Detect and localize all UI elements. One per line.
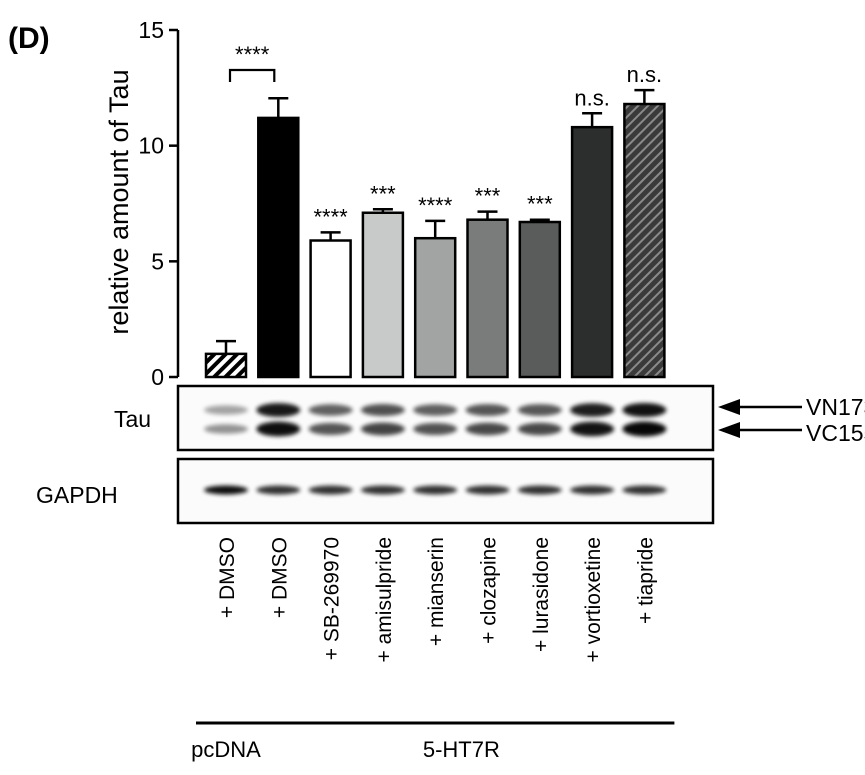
significance-label: ****	[313, 204, 348, 229]
tau-band-lower	[622, 421, 667, 437]
lane-label: + vortioxetine	[582, 537, 605, 663]
gapdh-band	[256, 485, 301, 495]
gapdh-band	[360, 485, 405, 495]
tau-band-lower	[360, 422, 405, 436]
panel-label: (D)	[8, 22, 50, 55]
gapdh-bands	[204, 485, 667, 495]
band-arrow-lower	[718, 422, 802, 438]
band-label-lower: VC155	[806, 420, 865, 446]
bar	[361, 211, 405, 379]
bar	[518, 220, 562, 379]
tau-band-upper	[256, 403, 301, 417]
gapdh-band	[570, 485, 615, 495]
band-arrow-upper	[718, 399, 802, 415]
tau-band-upper	[360, 404, 405, 416]
group-labels: pcDNA 5-HT7R	[191, 721, 675, 762]
lane-label: + DMSO	[216, 537, 239, 618]
tau-band-upper	[622, 403, 667, 417]
tau-band-lower	[465, 422, 510, 436]
lane-label: + clozapine	[478, 537, 501, 644]
bar	[570, 125, 614, 379]
bracket-line	[228, 68, 276, 82]
tau-band-lower	[256, 421, 301, 437]
gapdh-band	[465, 485, 510, 495]
lane-label: + SB-269970	[321, 537, 344, 660]
significance-label: ***	[527, 192, 553, 217]
lane-label: + amisulpride	[373, 537, 396, 662]
tau-band-lower	[204, 424, 248, 434]
y-tick-label: 5	[151, 248, 164, 274]
significance-label: ***	[475, 184, 501, 209]
tau-bands	[204, 403, 667, 437]
gapdh-band	[622, 485, 667, 495]
tau-band-lower	[570, 421, 615, 437]
gapdh-band	[204, 485, 248, 495]
gapdh-blot-label: GAPDH	[36, 482, 118, 508]
lane-label: + lurasidone	[530, 537, 553, 652]
tau-band-upper	[204, 405, 248, 415]
bar	[257, 116, 300, 379]
tau-blot-label: Tau	[114, 406, 151, 432]
bar	[413, 236, 457, 379]
gapdh-band	[517, 485, 562, 495]
error-bars	[216, 88, 655, 354]
bar	[204, 352, 248, 379]
significance-label: n.s.	[627, 62, 662, 87]
lane-labels: + DMSO + DMSO + SB-269970 + amisulpride + mi…	[216, 537, 657, 663]
gapdh-band	[413, 485, 458, 495]
tau-blot-frame	[176, 384, 715, 452]
significance-label: ****	[418, 193, 453, 218]
y-axis-label: relative amount of Tau	[104, 69, 134, 334]
y-tick-label: 15	[138, 17, 164, 43]
lane-label: + tiapride	[634, 537, 657, 624]
y-tick-label: 10	[138, 133, 164, 159]
significance-label: ***	[370, 181, 396, 206]
tau-band-upper	[465, 404, 510, 416]
tau-band-lower	[308, 422, 353, 436]
gapdh-band	[308, 485, 353, 495]
bars	[204, 102, 666, 379]
tau-band-lower	[517, 422, 562, 436]
bar	[466, 218, 509, 379]
bar	[623, 102, 666, 379]
y-tick-label: 0	[151, 364, 164, 390]
group-label: 5-HT7R	[423, 737, 500, 762]
lane-label: + mianserin	[425, 537, 448, 646]
y-axis: 0 5 10 15	[138, 17, 180, 390]
significance-label: n.s.	[574, 85, 609, 110]
band-label-upper: VN173	[806, 394, 865, 420]
bracket-label: ****	[235, 42, 270, 67]
bar	[309, 239, 352, 379]
significance-labels: ******* **** *** ***n.s.n.s.	[313, 62, 662, 229]
tau-band-upper	[570, 403, 615, 417]
tau-band-upper	[517, 404, 562, 416]
lane-label: + DMSO	[268, 537, 291, 618]
tau-band-lower	[413, 422, 458, 436]
significance-bracket: ****	[228, 42, 276, 82]
group-label: pcDNA	[191, 737, 261, 762]
tau-band-upper	[308, 404, 353, 416]
tau-band-upper	[413, 404, 458, 416]
